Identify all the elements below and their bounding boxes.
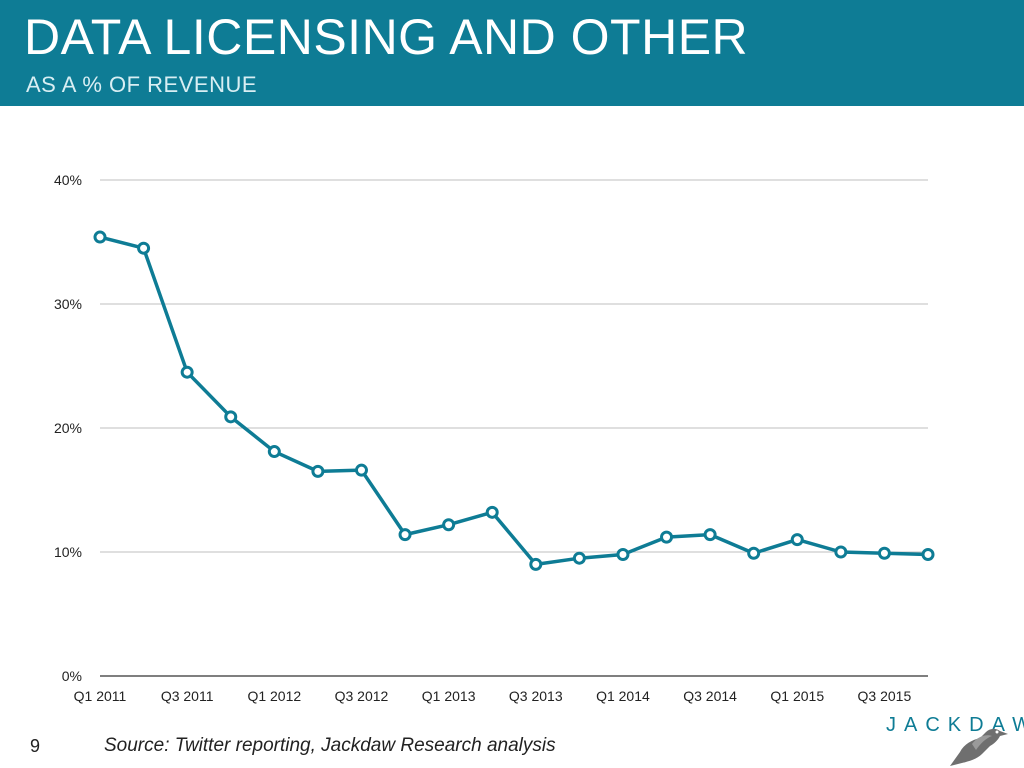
jackdaw-bird-icon xyxy=(950,728,1008,766)
source-note: Source: Twitter reporting, Jackdaw Resea… xyxy=(104,735,556,756)
y-tick-label: 40% xyxy=(54,172,82,188)
data-point xyxy=(224,410,238,424)
y-tick-label: 10% xyxy=(54,544,82,560)
y-tick-label: 0% xyxy=(62,668,82,684)
y-axis-tick-labels: 0% 10% 20% 30% 40% xyxy=(54,172,82,684)
data-point xyxy=(660,530,674,544)
data-point xyxy=(442,518,456,532)
data-point xyxy=(747,546,761,560)
data-point xyxy=(790,533,804,547)
x-tick-label: Q3 2011 xyxy=(161,688,214,704)
data-point xyxy=(834,545,848,559)
x-tick-label: Q3 2013 xyxy=(509,688,563,704)
slide-number: 9 xyxy=(30,736,41,756)
data-point xyxy=(572,551,586,565)
data-point xyxy=(485,505,499,519)
x-tick-label: Q3 2015 xyxy=(858,688,912,704)
page-subtitle: AS A % OF REVENUE xyxy=(26,72,258,97)
x-tick-label: Q3 2014 xyxy=(683,688,737,704)
x-tick-label: Q1 2012 xyxy=(247,688,301,704)
data-point xyxy=(703,528,717,542)
grid-lines xyxy=(100,179,928,677)
x-tick-label: Q3 2012 xyxy=(335,688,389,704)
data-point xyxy=(877,546,891,560)
data-point xyxy=(398,528,412,542)
x-tick-label: Q1 2013 xyxy=(422,688,476,704)
data-point xyxy=(93,230,107,244)
series-line-group xyxy=(99,235,929,567)
page-title: DATA LICENSING AND OTHER xyxy=(24,9,749,65)
y-tick-label: 20% xyxy=(54,420,82,436)
data-point xyxy=(616,547,630,561)
series-line xyxy=(99,235,929,567)
header-banner: DATA LICENSING AND OTHER AS A % OF REVEN… xyxy=(0,0,1024,106)
data-points xyxy=(93,230,935,571)
x-tick-label: Q1 2015 xyxy=(770,688,824,704)
data-point xyxy=(354,463,368,477)
data-point xyxy=(921,547,935,561)
y-tick-label: 30% xyxy=(54,296,82,312)
x-axis-tick-labels: Q1 2011 Q3 2011 Q1 2012 Q3 2012 Q1 2013 Q3 20… xyxy=(74,688,912,704)
data-point xyxy=(137,241,151,255)
data-point xyxy=(267,445,281,459)
data-point xyxy=(180,365,194,379)
data-point xyxy=(529,557,543,571)
x-tick-label: Q1 2014 xyxy=(596,688,650,704)
x-tick-label: Q1 2011 xyxy=(74,688,127,704)
data-point xyxy=(311,464,325,478)
jackdaw-logo: JACKDAW xyxy=(880,714,1024,768)
